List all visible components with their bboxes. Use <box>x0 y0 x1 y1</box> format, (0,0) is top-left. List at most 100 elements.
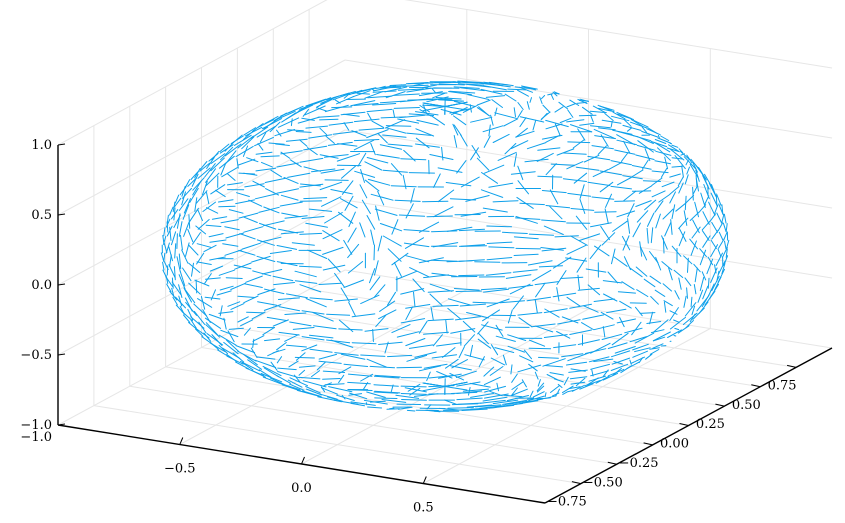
vector-arrow <box>379 144 403 150</box>
vector-arrow <box>243 226 264 233</box>
vector-arrow <box>636 135 654 144</box>
vector-arrow <box>710 267 718 283</box>
vector-arrow <box>316 99 333 108</box>
vector-arrow <box>535 282 546 298</box>
vector-arrow <box>646 227 649 244</box>
vector-arrow <box>188 282 201 295</box>
vector-arrow <box>198 321 207 334</box>
vector-arrow <box>162 261 165 271</box>
vector-arrow <box>511 387 518 396</box>
vector-arrow <box>587 284 601 296</box>
vector-arrow <box>375 314 387 328</box>
vector-arrow <box>245 275 263 283</box>
vector-arrow <box>391 324 411 334</box>
vector-arrow <box>515 127 528 138</box>
vector-arrow <box>293 374 301 383</box>
vector-arrow <box>256 255 276 262</box>
vector-arrow <box>360 354 386 357</box>
vector-arrow <box>192 180 202 196</box>
vector-arrow <box>614 149 636 155</box>
vector-arrow <box>460 134 468 147</box>
vector-arrow <box>482 125 504 133</box>
vector-arrow <box>463 334 475 347</box>
vector-arrow <box>210 153 226 164</box>
vector-arrow <box>343 113 360 117</box>
vector-arrow <box>459 244 486 247</box>
vector-arrow <box>470 407 497 410</box>
vector-arrow <box>639 312 656 314</box>
vector-arrow <box>278 306 301 312</box>
vector-arrow <box>556 148 575 156</box>
vector-arrow <box>373 384 399 387</box>
vector-arrow <box>453 288 480 291</box>
vector-arrow <box>413 83 424 86</box>
vector-arrow <box>299 376 321 380</box>
vector-arrow <box>169 206 174 216</box>
vector-arrow <box>313 97 332 105</box>
vector-arrow <box>616 134 636 146</box>
vector-arrow <box>384 119 406 129</box>
vector-arrow <box>611 350 631 358</box>
vector-arrow <box>540 112 548 121</box>
vector-arrow <box>181 249 189 264</box>
vector-arrow <box>307 147 318 156</box>
vector-arrow <box>194 279 210 287</box>
vector-arrow <box>354 170 376 178</box>
vector-arrow <box>396 85 414 87</box>
vector-arrow <box>462 320 476 333</box>
y-tick <box>751 384 761 388</box>
vector-arrow <box>711 275 720 292</box>
vector-arrow <box>488 124 491 137</box>
vector-arrow <box>429 283 453 292</box>
vector-arrow <box>248 199 263 207</box>
vector-arrow <box>497 151 517 161</box>
vector-arrow <box>224 141 235 152</box>
vector-arrow <box>256 239 275 246</box>
vector-field <box>160 80 730 413</box>
vector-arrow <box>320 387 339 395</box>
vector-arrow <box>286 138 308 142</box>
vector-arrow <box>511 373 518 383</box>
vector-arrow <box>534 299 538 313</box>
vector-arrow <box>683 210 688 226</box>
vector-arrow <box>444 399 458 405</box>
vector-arrow <box>547 93 554 96</box>
vector-arrow <box>403 229 430 232</box>
vector-arrow <box>243 295 259 304</box>
vector-arrow <box>634 332 655 344</box>
vector-arrow <box>462 388 489 392</box>
vector-arrow <box>365 402 368 406</box>
vector-arrow <box>623 190 637 202</box>
vector-arrow <box>475 404 502 408</box>
vector-arrow <box>512 295 524 310</box>
vector-arrow <box>385 91 406 99</box>
vector-arrow <box>709 283 719 299</box>
vector-arrow <box>590 370 609 377</box>
vector-arrow <box>319 181 343 191</box>
vector-arrow <box>374 374 401 378</box>
vector-arrow <box>290 159 302 168</box>
vector-arrow <box>369 400 386 403</box>
vector-arrow <box>718 260 726 275</box>
vector-arrow <box>274 110 296 121</box>
vector-arrow <box>447 307 462 320</box>
vector-arrow <box>662 283 672 292</box>
vector-arrow <box>204 296 221 300</box>
vector-arrow <box>176 256 181 272</box>
vector-arrow <box>619 300 632 309</box>
vector-arrow <box>404 387 427 393</box>
vector-arrow <box>219 143 230 153</box>
vector-arrow <box>639 241 643 257</box>
vector-arrow <box>654 289 666 297</box>
vector-arrow <box>482 207 508 213</box>
vector-arrow <box>557 319 581 325</box>
vector-arrow <box>591 196 615 200</box>
vector-arrow <box>511 381 524 390</box>
vector-arrow <box>519 117 527 128</box>
vector-arrow <box>543 334 568 338</box>
vector-arrow <box>324 212 343 224</box>
vector-arrow <box>453 86 480 89</box>
vector-arrow <box>162 258 169 271</box>
vector-arrow <box>364 91 383 99</box>
vector-arrow <box>369 276 381 291</box>
